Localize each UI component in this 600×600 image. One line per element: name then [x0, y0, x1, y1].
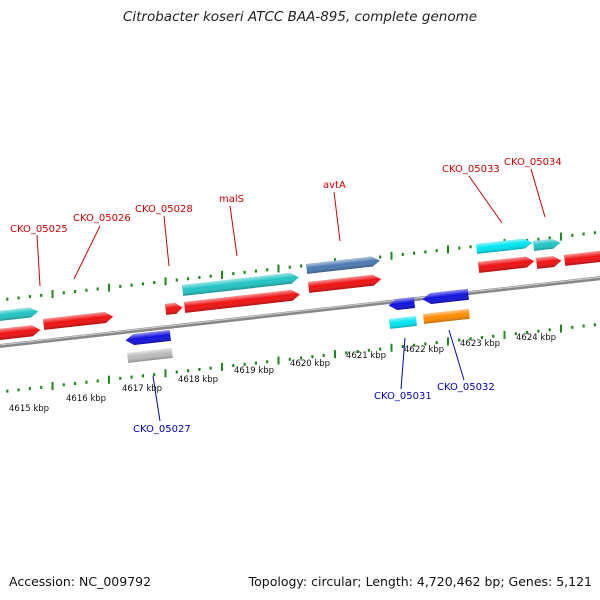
- gene-feature[interactable]: [389, 315, 417, 329]
- leader-line: [229, 205, 238, 257]
- gene-arrow-shading: [308, 274, 382, 293]
- gene-label[interactable]: avtA: [323, 180, 346, 191]
- label-leaders: [36, 168, 546, 422]
- gene-label[interactable]: CKO_05027: [133, 424, 191, 435]
- genome-backbone: [0, 276, 600, 349]
- gene-feature[interactable]: [423, 308, 470, 324]
- gene-arrow-shading: [306, 256, 381, 274]
- gene-feature[interactable]: [0, 324, 41, 341]
- gene-feature[interactable]: [182, 272, 299, 296]
- ruler-label: 4618 kbp: [178, 375, 218, 385]
- gene-feature[interactable]: [125, 329, 171, 346]
- leader-line: [448, 329, 465, 381]
- gene-feature[interactable]: [476, 238, 533, 254]
- gene-feature[interactable]: [306, 256, 381, 274]
- ruler-label: 4615 kbp: [9, 404, 49, 414]
- gene-arrow-shading: [43, 312, 114, 330]
- gene-arrow-shading: [389, 315, 417, 329]
- backbone-line: [0, 276, 600, 349]
- gene-arrow-shading: [533, 238, 561, 251]
- gene-feature[interactable]: [184, 289, 301, 313]
- leader-line: [73, 225, 101, 280]
- ruler-label: 4620 kbp: [290, 359, 330, 369]
- gene-label[interactable]: CKO_05032: [437, 382, 495, 393]
- gene-labels: CKO_05025 CKO_05026 CKO_05028 malS avtA CKO_0…: [10, 157, 562, 435]
- gene-features: [0, 238, 600, 363]
- gene-arrow-shading: [165, 302, 183, 315]
- gene-label[interactable]: CKO_05034: [504, 157, 562, 168]
- gene-feature[interactable]: [422, 288, 469, 305]
- gene-feature[interactable]: [478, 256, 535, 273]
- gene-feature[interactable]: [564, 250, 600, 266]
- gene-arrow-shading: [388, 297, 416, 311]
- gene-feature[interactable]: [43, 311, 114, 330]
- backbone-highlight: [0, 276, 600, 346]
- leader-line: [530, 168, 546, 218]
- gene-feature[interactable]: [533, 238, 561, 251]
- gene-feature[interactable]: [388, 297, 416, 311]
- gene-arrow-shading: [476, 238, 533, 254]
- gene-feature[interactable]: [308, 274, 382, 293]
- ruler-label: 4621 kbp: [346, 351, 386, 361]
- ruler-label: 4617 kbp: [122, 384, 162, 394]
- ruler-label: 4623 kbp: [460, 339, 500, 349]
- gene-feature[interactable]: [165, 302, 183, 315]
- gene-label[interactable]: CKO_05025: [10, 224, 68, 235]
- gene-arrow-shading: [182, 272, 299, 296]
- ruler-label: 4622 kbp: [404, 345, 444, 355]
- gene-arrow-shading: [564, 250, 600, 266]
- leader-line: [400, 337, 406, 390]
- gene-label[interactable]: CKO_05028: [135, 204, 193, 215]
- gene-arrow-shading: [127, 347, 173, 363]
- ruler-label: 4624 kbp: [516, 333, 556, 343]
- gene-arrow-shading: [478, 256, 535, 273]
- accession-text: Accession: NC_009792: [9, 574, 152, 589]
- leader-line: [36, 234, 41, 287]
- ruler-labels: 4615 kbp 4616 kbp 4617 kbp 4618 kbp 4619 kbp…: [9, 333, 556, 414]
- genome-summary: Topology: circular; Length: 4,720,462 bp…: [248, 574, 592, 589]
- ruler-label: 4616 kbp: [66, 394, 106, 404]
- inner-ruler: [6, 323, 597, 393]
- gene-arrow-shading: [0, 325, 41, 341]
- gene-arrow-shading: [184, 289, 300, 313]
- gene-arrow-shading: [125, 329, 171, 346]
- gene-arrow-shading: [536, 256, 562, 269]
- gene-arrow-shading: [0, 307, 39, 322]
- gene-label[interactable]: CKO_05031: [374, 391, 432, 402]
- gene-arrow-shading: [422, 288, 469, 305]
- gene-arrow-shading: [423, 308, 470, 324]
- leader-line: [333, 191, 341, 242]
- gene-feature[interactable]: [0, 307, 39, 322]
- leader-line: [468, 175, 503, 224]
- leader-line: [152, 375, 161, 422]
- gene-feature[interactable]: [127, 347, 173, 363]
- ruler-label: 4619 kbp: [234, 366, 274, 376]
- gene-label[interactable]: CKO_05026: [73, 213, 131, 224]
- leader-line: [163, 215, 170, 267]
- map-title: Citrobacter koseri ATCC BAA-895, complet…: [122, 9, 478, 25]
- gene-label[interactable]: CKO_05033: [442, 164, 500, 175]
- gene-label[interactable]: malS: [219, 194, 244, 205]
- gene-feature[interactable]: [536, 255, 562, 269]
